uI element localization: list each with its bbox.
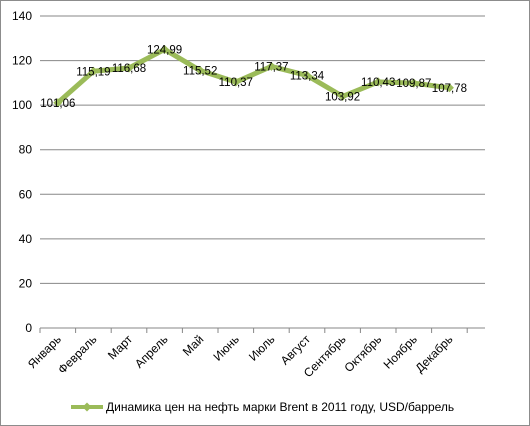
gridlines bbox=[40, 15, 485, 284]
y-tick-label: 140 bbox=[12, 9, 32, 23]
data-point bbox=[409, 78, 419, 88]
legend-marker bbox=[82, 402, 92, 412]
data-label: 109,87 bbox=[396, 78, 431, 90]
data-label: 117,37 bbox=[254, 61, 288, 73]
y-tick-label: 100 bbox=[12, 98, 32, 112]
data-point bbox=[266, 61, 276, 71]
data-label: 113,34 bbox=[290, 70, 325, 82]
data-point bbox=[53, 98, 63, 108]
data-label: 110,43 bbox=[361, 77, 395, 89]
y-tick-label: 60 bbox=[19, 187, 33, 201]
data-point bbox=[160, 44, 170, 54]
data-label: 107,78 bbox=[432, 83, 467, 95]
data-point bbox=[88, 66, 98, 76]
y-tick-label: 80 bbox=[19, 143, 33, 157]
data-point bbox=[195, 66, 205, 76]
data-label: 124,99 bbox=[147, 44, 182, 56]
series-markers bbox=[53, 44, 454, 108]
legend-label: Динамика цен на нефть марки Brent в 2011… bbox=[106, 400, 454, 414]
series-line bbox=[55, 46, 452, 106]
x-tick-label: Апрель bbox=[132, 332, 171, 371]
data-label: 115,19 bbox=[76, 66, 110, 78]
data-point bbox=[373, 77, 383, 87]
x-tick-label: Декабрь bbox=[413, 332, 456, 375]
y-tick-label: 40 bbox=[19, 232, 33, 246]
y-tick-label: 20 bbox=[19, 276, 33, 290]
x-tick-label: Февраль bbox=[55, 332, 99, 376]
data-point bbox=[124, 63, 134, 73]
data-label: 115,52 bbox=[183, 66, 217, 78]
data-labels: 101,06 115,19 116,68124,99115,52110,37117,… bbox=[40, 44, 467, 109]
data-point bbox=[338, 91, 348, 101]
x-tick-label: Март bbox=[105, 332, 136, 363]
data-point bbox=[444, 83, 454, 93]
data-label: 116,68 bbox=[112, 63, 146, 75]
x-tick-label: Июнь bbox=[210, 332, 241, 363]
data-label: 101,06 bbox=[40, 98, 75, 110]
data-point bbox=[302, 70, 312, 80]
y-tick-label: 0 bbox=[25, 321, 32, 335]
data-point bbox=[231, 77, 241, 87]
y-axis-tick-labels: 0 20 40 60 80 100 120 140 bbox=[12, 9, 32, 335]
legend: Динамика цен на нефть марки Brent в 2011… bbox=[71, 400, 454, 414]
y-tick-label: 120 bbox=[12, 54, 32, 68]
x-tick-label: Май bbox=[180, 332, 207, 359]
data-label: 103,92 bbox=[325, 91, 360, 103]
x-tick-label: Июль bbox=[246, 332, 278, 364]
data-label: 110,37 bbox=[219, 77, 253, 89]
x-tick-label: Октябрь bbox=[342, 332, 385, 375]
